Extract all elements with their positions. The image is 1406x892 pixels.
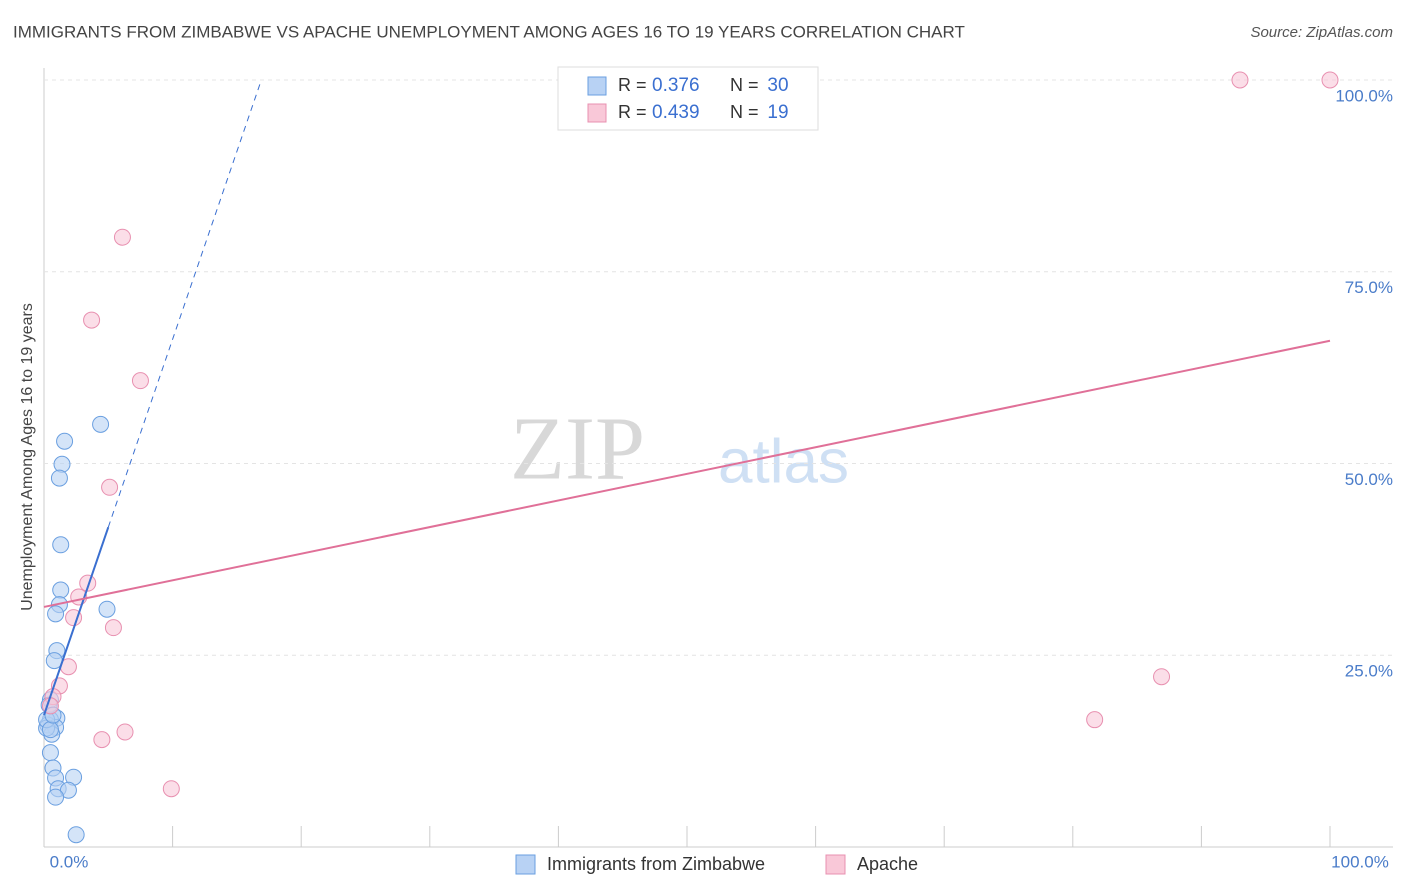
legend-r: 0.439	[652, 102, 700, 123]
point	[1086, 711, 1104, 729]
point	[41, 721, 59, 739]
watermark: atlas	[718, 427, 849, 496]
point	[1321, 71, 1339, 89]
legend-swatch	[587, 103, 607, 123]
point	[1231, 71, 1249, 89]
legend-stat-label: R =	[618, 75, 647, 95]
legend-n: 30	[767, 75, 788, 96]
legend-stat-label: N =	[730, 75, 759, 95]
x-tick-label: 0.0%	[50, 852, 89, 871]
point	[53, 455, 71, 473]
point	[47, 605, 65, 623]
point	[98, 600, 116, 618]
legend-label: Immigrants from Zimbabwe	[547, 854, 765, 874]
legend-stat-label: R =	[618, 102, 647, 122]
point	[116, 723, 134, 741]
point	[56, 432, 74, 450]
y-tick-label: 100.0%	[1335, 86, 1393, 105]
point	[47, 788, 65, 806]
y-tick-label: 25.0%	[1345, 662, 1393, 681]
point	[1153, 668, 1171, 686]
x-tick-label: 100.0%	[1331, 852, 1389, 871]
point	[52, 536, 70, 554]
point	[52, 581, 70, 599]
point	[113, 228, 131, 246]
chart-title: IMMIGRANTS FROM ZIMBABWE VS APACHE UNEMP…	[13, 22, 965, 41]
point	[131, 372, 149, 390]
point	[50, 469, 68, 487]
trend-line	[107, 79, 262, 528]
watermark: ZIP	[510, 400, 645, 499]
point	[41, 744, 59, 762]
point	[101, 478, 119, 496]
legend-n: 19	[767, 102, 788, 123]
legend-swatch	[587, 76, 607, 96]
legend-label: Apache	[857, 854, 918, 874]
point	[93, 731, 111, 749]
trend-line	[43, 339, 1331, 608]
y-tick-label: 75.0%	[1345, 278, 1393, 297]
y-tick-label: 50.0%	[1345, 470, 1393, 489]
legend-r: 0.376	[652, 75, 700, 96]
y-axis-label: Unemployment Among Ages 16 to 19 years	[19, 303, 36, 611]
legend-swatch	[515, 854, 536, 875]
point	[83, 311, 101, 329]
point	[79, 574, 97, 592]
trend-line	[43, 526, 110, 716]
source: Source: ZipAtlas.com	[1250, 24, 1393, 41]
point	[162, 780, 180, 798]
point	[67, 826, 85, 844]
point	[104, 619, 122, 637]
legend-swatch	[825, 854, 846, 875]
legend-stat-label: N =	[730, 102, 759, 122]
point	[92, 415, 110, 433]
